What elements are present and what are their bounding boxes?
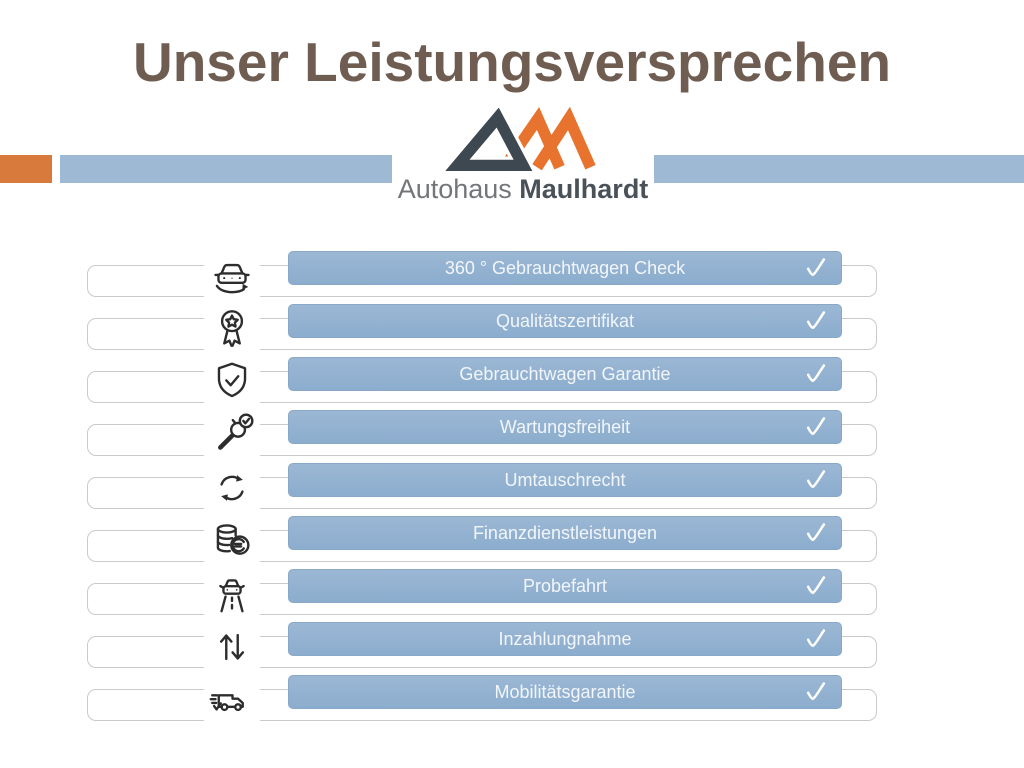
- promise-bar: Umtauschrecht: [288, 463, 842, 497]
- promise-label: Gebrauchtwagen Garantie: [459, 364, 671, 384]
- promise-row-7: Probefahrt: [0, 565, 1024, 623]
- promise-bar: Finanzdienstleistungen: [288, 516, 842, 550]
- dealer-logo: Autohaus Maulhardt: [392, 101, 654, 210]
- promise-label: Probefahrt: [522, 576, 608, 596]
- fast-van-icon: [207, 675, 257, 725]
- promise-bar: Probefahrt: [288, 569, 842, 603]
- check-icon: [801, 412, 831, 442]
- check-icon: [801, 677, 831, 707]
- award-medal-icon: [207, 304, 257, 354]
- swap-arrows-icon: [207, 463, 257, 513]
- check-icon: [801, 465, 831, 495]
- promise-bar: Inzahlungnahme: [288, 622, 842, 656]
- dealer-name: Autohaus Maulhardt: [392, 174, 654, 205]
- promise-bar: Gebrauchtwagen Garantie: [288, 357, 842, 391]
- check-icon: [801, 253, 831, 283]
- banner-orange-segment: [0, 155, 52, 183]
- promise-label: Finanzdienstleistungen: [472, 523, 658, 543]
- page-title: Unser Leistungsversprechen: [132, 31, 892, 93]
- arrows-up-down-icon: [207, 622, 257, 672]
- test-drive-icon: [207, 569, 257, 619]
- promise-row-2: Qualitätszertifikat: [0, 300, 1024, 358]
- promise-bar: Qualitätszertifikat: [288, 304, 842, 338]
- shield-check-icon: [207, 357, 257, 407]
- promise-row-3: Gebrauchtwagen Garantie: [0, 353, 1024, 411]
- promise-label: Inzahlungnahme: [498, 629, 632, 649]
- check-icon: [801, 571, 831, 601]
- brand-name: Maulhardt: [519, 174, 649, 204]
- wrench-check-icon: [207, 410, 257, 460]
- promise-row-1: 360 ° Gebrauchtwagen Check: [0, 247, 1024, 305]
- promise-row-5: Umtauschrecht: [0, 459, 1024, 517]
- promise-label: Wartungsfreiheit: [499, 417, 631, 437]
- promise-label: 360 ° Gebrauchtwagen Check: [444, 258, 686, 278]
- check-icon: [801, 624, 831, 654]
- promise-bar: Wartungsfreiheit: [288, 410, 842, 444]
- check-icon: [801, 359, 831, 389]
- promise-row-8: Inzahlungnahme: [0, 618, 1024, 676]
- promise-label: Umtauschrecht: [504, 470, 626, 490]
- promise-row-6: Finanzdienstleistungen: [0, 512, 1024, 570]
- coins-euro-icon: [207, 516, 257, 566]
- promise-bar: Mobilitätsgarantie: [288, 675, 842, 709]
- promise-label: Qualitätszertifikat: [495, 311, 635, 331]
- promise-row-9: Mobilitätsgarantie: [0, 671, 1024, 729]
- brand-prefix: Autohaus: [397, 174, 512, 204]
- check-icon: [801, 306, 831, 336]
- am-monogram-icon: [438, 101, 596, 175]
- check-icon: [801, 518, 831, 548]
- promise-label: Mobilitätsgarantie: [494, 682, 636, 702]
- promise-row-4: Wartungsfreiheit: [0, 406, 1024, 464]
- promise-bar: 360 ° Gebrauchtwagen Check: [288, 251, 842, 285]
- car-360-icon: [207, 251, 257, 301]
